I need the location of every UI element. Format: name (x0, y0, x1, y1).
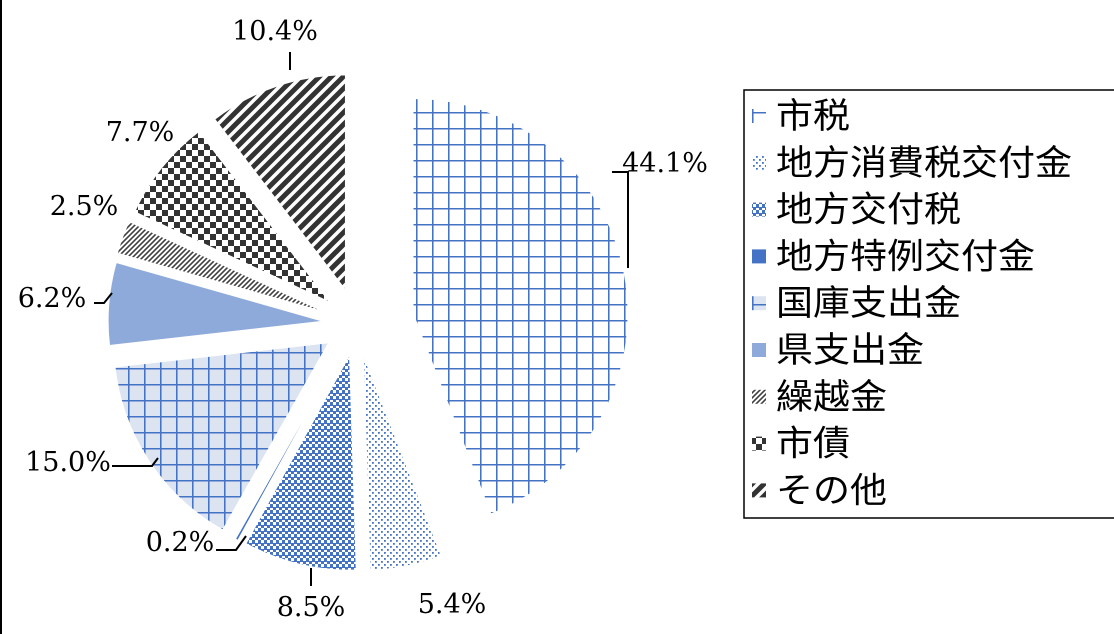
legend-label-6: 県支出金 (776, 331, 924, 371)
legend-label-1: 市税 (776, 97, 850, 137)
data-label-2: 5.4% (418, 589, 487, 620)
data-label-1: 44.1% (622, 148, 708, 179)
pie-slice-8 (133, 130, 331, 303)
legend-label-5: 国庫支出金 (776, 284, 961, 324)
pie-slice-2 (362, 355, 442, 571)
legend-box (743, 89, 1114, 519)
legend-swatch-3 (752, 202, 766, 217)
legend-swatch-8 (752, 436, 766, 451)
data-label-9: 10.4% (232, 16, 318, 47)
pie-slice-5 (114, 342, 330, 531)
data-label-3: 8.5% (277, 592, 346, 623)
pie-slice-7 (116, 220, 325, 313)
leader-line-1 (612, 171, 629, 268)
legend-label-8: 市債 (776, 425, 850, 465)
data-label-5: 15.0% (25, 447, 111, 478)
leader-lines (94, 52, 629, 586)
legend-swatch-6 (752, 343, 766, 357)
data-label-8: 7.7% (106, 117, 175, 148)
data-labels: 44.1% 5.4% 8.5% 0.2% 15.0% 6.2% 2.5% 7.7% 10.4% (18, 16, 708, 623)
legend-swatch-9 (752, 483, 766, 498)
data-label-6: 6.2% (18, 283, 87, 314)
pie-slice-1 (412, 97, 629, 515)
legend-swatch-5 (752, 296, 766, 311)
pie-slice-6 (107, 261, 324, 347)
legend-swatch-1 (752, 109, 766, 123)
leader-line-4 (216, 535, 247, 551)
pie-slice-3 (245, 353, 357, 571)
legend-label-9: その他 (776, 471, 887, 511)
data-label-7: 2.5% (50, 191, 119, 222)
legend-label-2: 地方消費税交付金 (776, 144, 1072, 184)
legend-label-3: 地方交付税 (776, 191, 961, 231)
legend-swatch-4 (752, 249, 766, 264)
pie-slices (107, 74, 629, 571)
data-label-4: 0.2% (146, 527, 215, 558)
legend-swatch-7 (752, 389, 766, 404)
pie-slice-4 (234, 351, 342, 542)
legend-label-7: 繰越金 (776, 378, 887, 418)
pie-slice-9 (214, 74, 346, 292)
legend-label-4: 地方特例交付金 (776, 237, 1035, 277)
leader-line-5 (112, 457, 159, 467)
legend-swatch-2 (752, 155, 766, 170)
leader-line-6 (94, 292, 113, 304)
